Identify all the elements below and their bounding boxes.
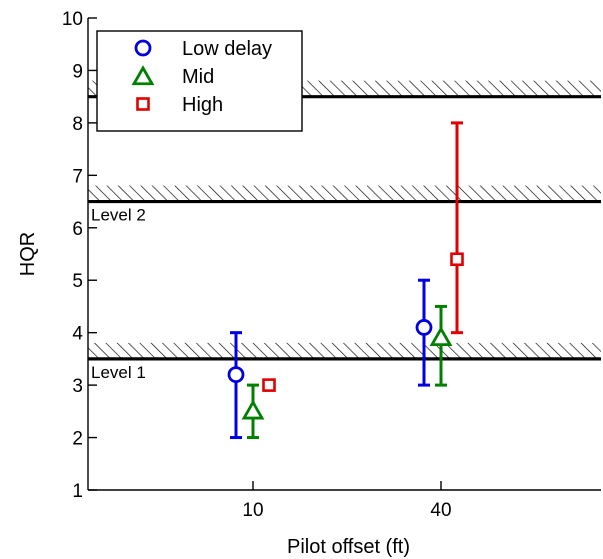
data-point: [227, 366, 245, 384]
level-label: Level 1: [91, 363, 146, 382]
y-tick-label: 1: [72, 481, 83, 502]
legend-box: [96, 30, 303, 132]
level-label: Level 2: [91, 206, 146, 225]
level-hatch-band: [88, 185, 601, 202]
y-tick-label: 6: [72, 219, 83, 240]
data-point: [262, 378, 276, 392]
legend-label: High: [182, 94, 223, 116]
data-point: [429, 326, 453, 347]
x-axis-label: Pilot offset (ft): [287, 536, 410, 558]
data-point: [450, 252, 464, 267]
level-hatch-band: [88, 342, 601, 359]
y-tick-label: 10: [62, 9, 83, 30]
y-tick-label: 5: [72, 271, 83, 292]
y-tick-label: 2: [72, 429, 83, 450]
y-tick-label: 4: [72, 324, 83, 345]
legend-label: Low delay: [182, 38, 272, 60]
legend-marker: [136, 97, 150, 111]
y-tick-label: 8: [72, 114, 83, 135]
legend-label: Mid: [182, 66, 214, 88]
data-marks: [227, 121, 464, 440]
y-tick-label: 7: [72, 166, 83, 187]
data-point: [241, 399, 265, 420]
legend-marker: [131, 65, 155, 86]
x-tick-label: 40: [430, 500, 451, 521]
data-point: [415, 319, 433, 336]
legend: Low delay Mid High: [96, 30, 303, 132]
y-axis-label: HQR: [17, 232, 39, 276]
y-tick-label: 9: [72, 61, 83, 82]
y-tick-label: 3: [72, 376, 83, 397]
x-tick-label: 10: [242, 500, 263, 521]
axes: 1 2 3 4 5 6 7 8 9 10 10 40 Pilot offset (ft) HQR: [17, 9, 601, 558]
legend-marker: [134, 39, 152, 57]
